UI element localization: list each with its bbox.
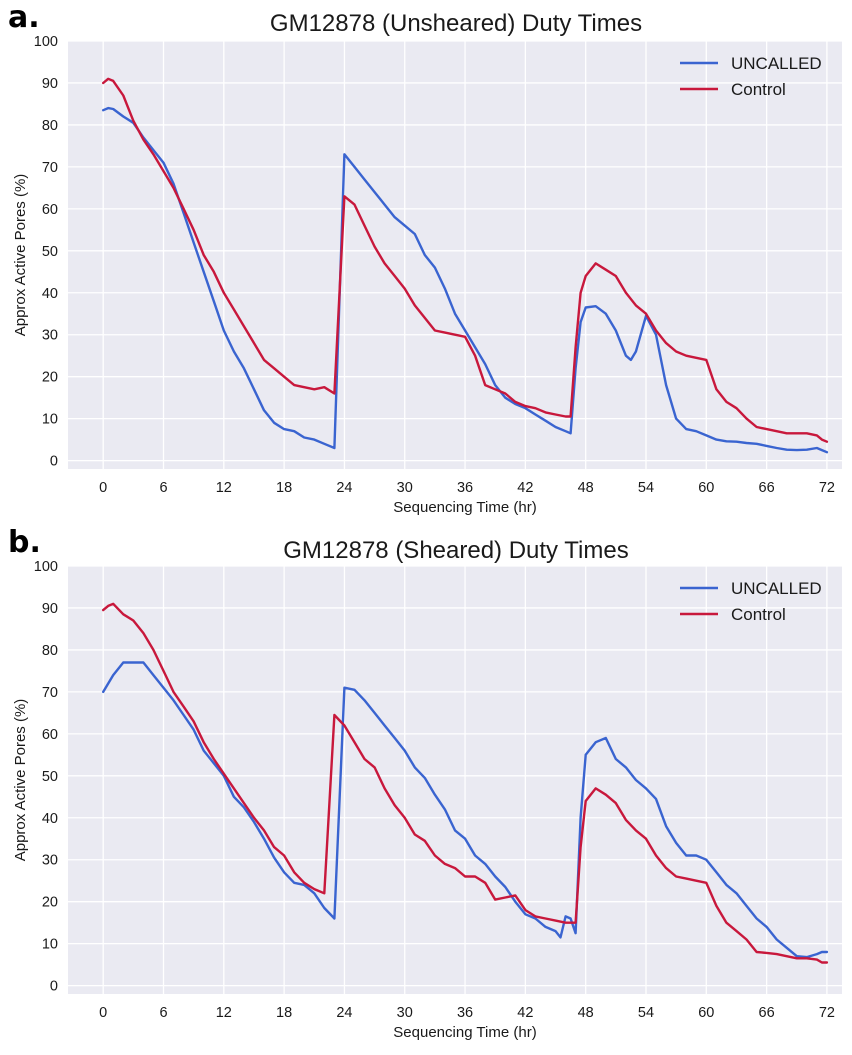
y-tick-label: 20 [42,370,58,386]
x-axis-label: Sequencing Time (hr) [393,499,536,516]
series-line-control [101,77,829,443]
y-tick-label: 30 [42,853,58,869]
x-tick-label: 18 [276,480,292,496]
x-tick-label: 72 [819,1005,835,1021]
chart-title-a: GM12878 (Unsheared) Duty Times [270,10,642,37]
x-tick-label: 24 [336,480,352,496]
x-tick-label: 54 [638,480,654,496]
x-tick-label: 36 [457,1005,473,1021]
plot-background [68,41,842,469]
y-tick-label: 100 [34,559,58,575]
chart-panel-a: a. GM12878 (Unsheared) Duty Times 0 6 12 18… [0,0,852,525]
x-tick-label: 18 [276,1005,292,1021]
y-tick-label: 40 [42,811,58,827]
y-tick-label: 70 [42,685,58,701]
x-tick-label: 42 [517,480,533,496]
legend-label-control: Control [731,80,786,99]
y-axis-label: Approx Active Pores (%) [12,699,29,862]
series-line-uncalled [101,106,829,454]
plot-background [68,566,842,994]
y-tick-label: 30 [42,328,58,344]
legend-label-uncalled: UNCALLED [731,579,822,598]
x-axis-label: Sequencing Time (hr) [393,1024,536,1041]
x-tick-label: 0 [99,1005,107,1021]
y-tick-label: 70 [42,160,58,176]
x-tick-label: 30 [397,480,413,496]
series-line-control [101,602,829,964]
x-tick-label: 6 [159,480,167,496]
y-tick-label: 80 [42,118,58,134]
x-tick-label: 48 [578,1005,594,1021]
x-tick-label: 42 [517,1005,533,1021]
x-tick-label: 36 [457,480,473,496]
x-tick-label: 72 [819,480,835,496]
y-tick-label: 40 [42,286,58,302]
y-tick-label: 20 [42,895,58,911]
y-tick-label: 0 [50,979,58,995]
y-axis-label: Approx Active Pores (%) [12,174,29,337]
y-tick-label: 90 [42,601,58,617]
chart-panel-b: b. GM12878 (Sheared) Duty Times 0 6 12 18 24… [0,525,852,1050]
chart-a-svg: a. GM12878 (Unsheared) Duty Times 0 6 12 18… [8,0,842,516]
x-tick-label: 66 [759,1005,775,1021]
y-tick-label: 80 [42,643,58,659]
chart-title-b: GM12878 (Sheared) Duty Times [283,537,628,564]
y-tick-label: 60 [42,727,58,743]
panel-label-a: a. [8,0,40,35]
x-tick-label: 66 [759,480,775,496]
x-tick-label: 54 [638,1005,654,1021]
y-tick-label: 10 [42,412,58,428]
y-tick-label: 50 [42,244,58,260]
y-tick-label: 0 [50,454,58,470]
legend-label-control: Control [731,605,786,624]
x-tick-label: 12 [216,1005,232,1021]
x-tick-label: 24 [336,1005,352,1021]
x-tick-label: 48 [578,480,594,496]
x-tick-label: 0 [99,480,107,496]
x-tick-label: 30 [397,1005,413,1021]
legend-label-uncalled: UNCALLED [731,54,822,73]
x-tick-label: 6 [159,1005,167,1021]
y-tick-label: 100 [34,34,58,50]
x-tick-label: 60 [698,480,714,496]
x-tick-label: 12 [216,480,232,496]
x-tick-label: 60 [698,1005,714,1021]
y-tick-label: 10 [42,937,58,953]
y-tick-label: 90 [42,76,58,92]
panel-label-b: b. [8,525,41,560]
series-line-uncalled [101,661,829,959]
y-tick-label: 50 [42,769,58,785]
y-tick-label: 60 [42,202,58,218]
chart-b-svg: b. GM12878 (Sheared) Duty Times 0 6 12 18 24… [8,525,842,1041]
